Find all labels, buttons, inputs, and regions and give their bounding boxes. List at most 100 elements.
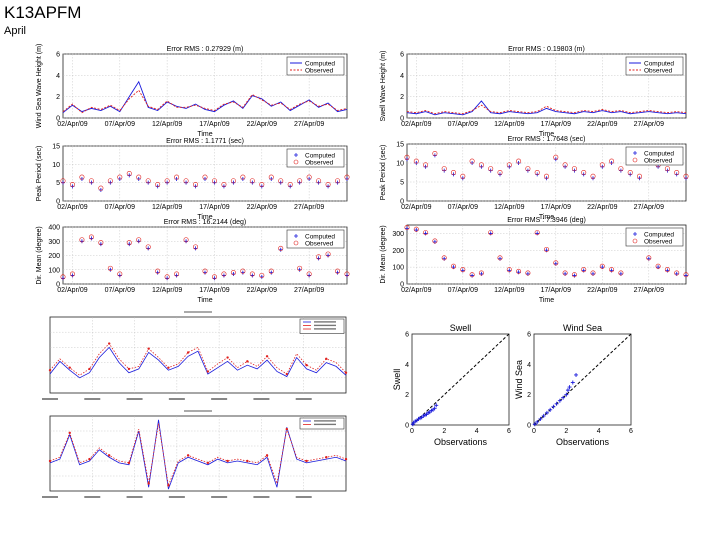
data-point-observed [60, 178, 66, 184]
y-axis-label: Peak Period (sec) [36, 146, 43, 202]
data-point-observed [211, 274, 217, 280]
x-tick-mark [42, 496, 58, 498]
data-point [265, 355, 269, 358]
x-axis-label: Time [197, 214, 212, 221]
data-point [48, 369, 52, 372]
data-point-observed [441, 255, 447, 261]
data-point-observed [344, 271, 350, 277]
data-point-observed [183, 178, 189, 184]
chart-title: Swell [450, 323, 472, 333]
data-point [68, 366, 71, 369]
x-axis-label: Observations [556, 437, 610, 447]
data-point-observed [506, 267, 512, 273]
legend-label: Observed [644, 238, 673, 245]
data-point-observed [423, 230, 429, 236]
x-tick-mark [253, 496, 270, 498]
title-mark [184, 410, 212, 412]
y-tick-label: 0 [56, 282, 60, 289]
x-tick-label: 22/Apr/09 [587, 121, 617, 128]
data-point-observed [497, 255, 503, 261]
y-tick-label: 4 [405, 362, 409, 369]
y-tick-label: 0 [56, 116, 60, 123]
data-point-observed [98, 185, 104, 191]
y-axis-label: Dir. Mean (degree) [380, 225, 387, 283]
x-tick-label: 12/Apr/09 [494, 121, 524, 128]
data-point [570, 380, 575, 385]
y-tick-label: 0 [400, 282, 404, 289]
data-point-computed [174, 273, 179, 278]
data-point-computed [307, 273, 312, 278]
data-point-observed [516, 158, 522, 164]
data-point-computed [316, 256, 321, 261]
data-point-observed [240, 268, 246, 274]
data-point-computed [240, 270, 245, 275]
data-point-observed [506, 162, 512, 168]
data-point-observed [525, 270, 531, 276]
legend-label: Computed [305, 60, 335, 67]
x-tick-mark [211, 496, 228, 498]
data-point-observed [344, 174, 350, 180]
data-point-observed [69, 181, 75, 187]
chart-thumb-direction [38, 408, 350, 505]
x-tick-label: 22/Apr/09 [247, 204, 277, 211]
x-axis-label: Time [197, 297, 212, 304]
data-point-observed [287, 181, 293, 187]
legend-label: Observed [644, 67, 673, 74]
y-tick-label: 100 [48, 267, 60, 274]
data-point-observed [107, 178, 113, 184]
chart-swell-qq: 0 2 4 6 0 2 4 6 Swell Observations Swell [390, 321, 513, 451]
y-tick-label: 0 [400, 116, 404, 123]
x-axis-label: Time [539, 131, 554, 138]
y-tick-label: 6 [405, 332, 409, 339]
x-tick-mark [84, 398, 101, 400]
data-point [554, 401, 559, 406]
legend-swatch-observed [293, 240, 299, 246]
page-title: K13APFM [4, 3, 82, 22]
x-tick-label: 17/Apr/09 [199, 204, 229, 211]
y-axis-label: Wind Sea [514, 360, 524, 399]
x-tick-label: 4 [597, 428, 601, 435]
data-point-observed [221, 181, 227, 187]
y-tick-label: 0 [56, 199, 60, 206]
data-point-observed [316, 178, 322, 184]
chart-wind-sea-qq: 0 2 4 6 0 2 4 6 Wind Sea Observations Wind Sea [512, 321, 635, 451]
x-tick-mark [42, 398, 58, 400]
data-point-observed [259, 272, 265, 278]
data-point-observed [432, 150, 438, 156]
y-tick-label: 0 [405, 423, 409, 430]
data-point-observed [562, 162, 568, 168]
data-point-observed [79, 174, 85, 180]
data-point-observed [460, 267, 466, 273]
y-axis-label: Peak Period (sec) [380, 145, 387, 201]
data-point-observed [88, 178, 94, 184]
data-point-computed [79, 239, 84, 244]
plot-area [49, 316, 347, 394]
series-line-observed [62, 89, 348, 114]
data-point-observed [136, 237, 142, 243]
data-point [541, 413, 546, 418]
x-tick-label: 27/Apr/09 [634, 121, 664, 128]
y-tick-label: 5 [400, 180, 404, 187]
data-point-observed [335, 178, 341, 184]
x-tick-label: 2 [564, 428, 568, 435]
data-point-observed [335, 268, 341, 274]
data-point-computed [335, 270, 340, 275]
data-point [147, 347, 150, 350]
data-point-observed [432, 238, 438, 244]
y-tick-label: 2 [405, 392, 409, 399]
data-point-observed [618, 270, 624, 276]
data-point [265, 454, 269, 457]
chart-title: Wind Sea [563, 323, 602, 333]
y-tick-label: 6 [527, 332, 531, 339]
legend-box [286, 229, 345, 249]
data-point-observed [268, 268, 274, 274]
series-line-red [49, 423, 347, 487]
y-tick-label: 5 [56, 180, 60, 187]
x-tick-label: 27/Apr/09 [634, 287, 664, 294]
chart-title: Error RMS : 1.1771 (sec) [166, 138, 244, 145]
x-tick-label: 22/Apr/09 [587, 287, 617, 294]
x-tick-mark [253, 398, 270, 400]
legend-label: Observed [644, 157, 673, 164]
data-point [432, 406, 437, 411]
data-point-observed [211, 178, 217, 184]
